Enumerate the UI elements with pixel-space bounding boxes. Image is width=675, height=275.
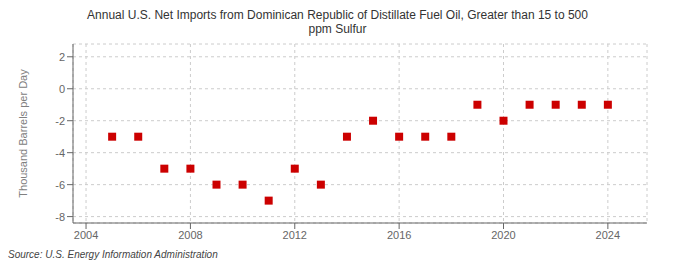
svg-text:2004: 2004 — [74, 229, 98, 241]
svg-text:2012: 2012 — [283, 229, 307, 241]
svg-text:2008: 2008 — [178, 229, 202, 241]
html-text:Source: U.S. Energy Informatio: Source: U.S. Energy Information Administ… — [8, 249, 218, 260]
svg-text:2: 2 — [59, 51, 65, 63]
svg-text:-6: -6 — [55, 179, 65, 191]
svg-text:2016: 2016 — [387, 229, 411, 241]
html-text:ppm Sulfur: ppm Sulfur — [308, 22, 367, 36]
svg-text:2020: 2020 — [491, 229, 515, 241]
svg-text:2024: 2024 — [596, 229, 620, 241]
svg-text:-2: -2 — [55, 115, 65, 127]
svg-text:0: 0 — [59, 83, 65, 95]
svg-text:-4: -4 — [55, 147, 65, 159]
svg-text:-8: -8 — [55, 211, 65, 223]
html-text:Annual U.S. Net Imports from D: Annual U.S. Net Imports from Dominican R… — [87, 8, 588, 22]
svg-text:Thousand Barrels per Day: Thousand Barrels per Day — [17, 69, 29, 198]
